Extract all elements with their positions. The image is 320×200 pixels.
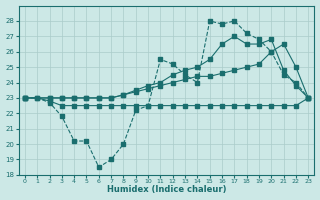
X-axis label: Humidex (Indice chaleur): Humidex (Indice chaleur) bbox=[107, 185, 226, 194]
